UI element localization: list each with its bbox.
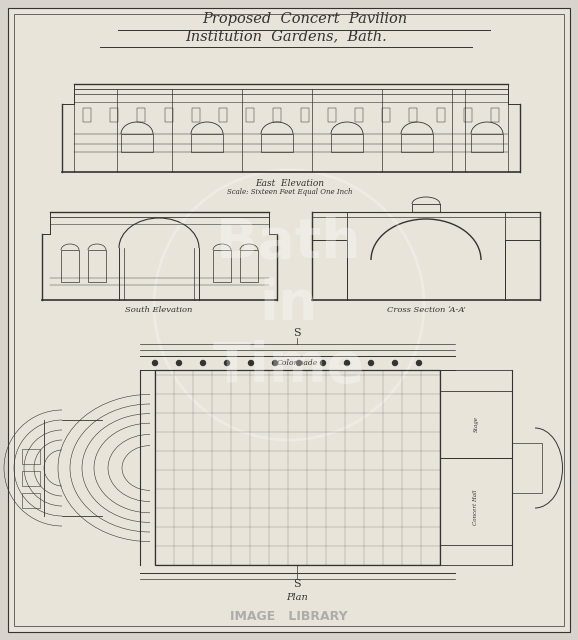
Bar <box>382 108 390 122</box>
Text: Stage: Stage <box>473 416 479 432</box>
Bar <box>328 108 336 122</box>
Text: S: S <box>293 328 301 338</box>
Bar <box>440 391 512 458</box>
Bar <box>192 108 200 122</box>
Bar <box>273 108 281 122</box>
Bar <box>331 134 363 152</box>
Bar <box>246 108 254 122</box>
Bar <box>471 134 503 152</box>
Text: Concert Hall: Concert Hall <box>473 489 479 525</box>
Text: Plan: Plan <box>286 593 308 602</box>
Circle shape <box>272 360 277 365</box>
Bar <box>440 458 512 545</box>
Text: S: S <box>293 579 301 589</box>
Bar <box>464 108 472 122</box>
Bar <box>83 108 91 122</box>
Bar <box>240 250 258 282</box>
Bar <box>155 370 440 565</box>
Bar <box>401 134 433 152</box>
Bar <box>512 443 542 493</box>
Bar <box>22 471 40 486</box>
Circle shape <box>153 360 157 365</box>
Bar <box>219 108 227 122</box>
Bar <box>22 493 40 508</box>
Bar <box>110 108 118 122</box>
Text: Scale: Sixteen Feet Equal One Inch: Scale: Sixteen Feet Equal One Inch <box>227 188 353 196</box>
Bar <box>22 449 40 464</box>
Text: East  Elevation: East Elevation <box>255 179 324 188</box>
Text: South Elevation: South Elevation <box>125 306 192 314</box>
Text: Colonnade: Colonnade <box>276 359 318 367</box>
Circle shape <box>417 360 421 365</box>
Bar <box>409 108 417 122</box>
Bar <box>61 250 79 282</box>
Bar <box>191 134 223 152</box>
Bar <box>165 108 173 122</box>
Circle shape <box>392 360 398 365</box>
Bar <box>301 108 309 122</box>
Circle shape <box>176 360 181 365</box>
Bar <box>121 134 153 152</box>
Text: IMAGE   LIBRARY: IMAGE LIBRARY <box>230 609 348 623</box>
Circle shape <box>320 360 325 365</box>
Text: Proposed  Concert  Pavilion: Proposed Concert Pavilion <box>202 12 407 26</box>
Bar <box>213 250 231 282</box>
Bar <box>355 108 363 122</box>
Circle shape <box>344 360 350 365</box>
Circle shape <box>201 360 206 365</box>
Text: Institution  Gardens,  Bath.: Institution Gardens, Bath. <box>185 29 387 43</box>
Text: Cross Section ‘A-A’: Cross Section ‘A-A’ <box>387 306 465 314</box>
Text: Bath
in
Time: Bath in Time <box>213 216 365 394</box>
Bar <box>491 108 499 122</box>
Bar <box>261 134 293 152</box>
Circle shape <box>249 360 254 365</box>
Bar <box>436 108 444 122</box>
Bar <box>138 108 146 122</box>
Circle shape <box>369 360 373 365</box>
Circle shape <box>224 360 229 365</box>
Bar <box>88 250 106 282</box>
Circle shape <box>297 360 302 365</box>
